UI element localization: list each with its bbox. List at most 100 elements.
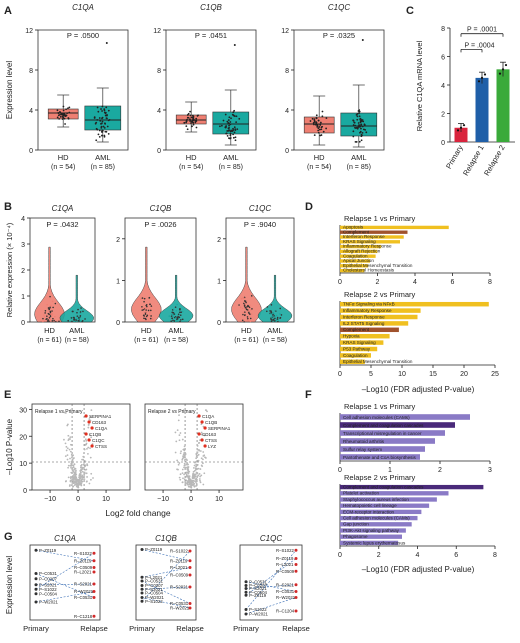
bar-2 [496, 69, 510, 142]
data-point [56, 116, 59, 119]
volcano-point [68, 485, 71, 487]
panel-a-pvalue: P = .0325 [323, 31, 355, 40]
volcano-point [199, 439, 201, 441]
data-point [243, 305, 246, 307]
data-point [54, 302, 57, 305]
volcano-point [183, 462, 186, 465]
volcano-point [70, 484, 73, 487]
panel-label-A: A [4, 5, 12, 17]
data-point [280, 314, 283, 316]
volcano-point [77, 486, 80, 489]
sig-label: P = .0001 [467, 27, 497, 34]
data-point [352, 135, 355, 138]
volcano-point [205, 409, 207, 411]
primary-point-label: P–L2021 [145, 575, 163, 580]
data-point [103, 134, 106, 137]
data-point [244, 314, 246, 316]
volcano-point [82, 455, 85, 458]
volcano-point [83, 475, 86, 477]
relapse-point-label: R–L2021 [276, 562, 294, 567]
data-point [279, 307, 282, 310]
volcano-hit-label: C1QB [205, 420, 217, 425]
x-n-label: (n = 85) [347, 164, 371, 171]
data-point [315, 117, 318, 119]
volcano-point [186, 459, 188, 462]
x-tick-label: AML [351, 153, 366, 162]
data-point [235, 115, 238, 118]
data-point [179, 311, 181, 314]
data-point [49, 315, 52, 318]
sig-label: P = .0004 [464, 42, 494, 49]
data-point [79, 312, 82, 315]
data-point [76, 315, 79, 317]
relapse-point [92, 590, 96, 593]
pair-line [245, 597, 297, 615]
gsea-r1-bar [340, 268, 365, 273]
volcano-point [90, 478, 92, 481]
data-point [178, 316, 181, 319]
kegg-r2-bar [340, 522, 412, 527]
volcano-point [199, 475, 201, 478]
y-tick-label: 4 [21, 216, 25, 223]
volcano-hit-point [84, 432, 88, 436]
volcano-point [75, 482, 78, 485]
data-point [313, 118, 316, 121]
data-point [145, 307, 147, 310]
data-point [104, 111, 107, 114]
volcano-point [188, 485, 191, 488]
data-point [356, 115, 359, 118]
volcano-point [71, 485, 74, 488]
violin-hd [34, 246, 65, 323]
data-point [103, 108, 106, 110]
primary-point [140, 599, 144, 603]
volcano-point [72, 476, 75, 479]
kegg-r1-category-label: Rheumatoid arthritis [343, 439, 385, 444]
relapse-point-label: R–C1204 [276, 609, 295, 614]
relapse-point [92, 614, 96, 618]
gsea-r1-category-label: Allograft Rejection [343, 248, 381, 253]
x-tick-label: HD [186, 153, 197, 162]
volcano-point [188, 479, 190, 481]
x-tick-label: AML [267, 326, 282, 335]
x-tick-label: 3 [488, 467, 492, 474]
panel-b-frame [124, 217, 197, 323]
volcano-point [206, 410, 208, 413]
data-point [249, 309, 252, 311]
x-tick-label: −10 [157, 496, 169, 503]
data-point [322, 130, 325, 133]
volcano-point [80, 484, 83, 487]
data-point [498, 72, 502, 75]
y-tick-label: 8 [285, 68, 289, 75]
data-point [240, 297, 243, 300]
x-tick-label: Relapse 2 [482, 144, 507, 178]
data-point [359, 121, 362, 124]
data-point [47, 312, 50, 315]
volcano-point [83, 473, 86, 476]
gsea-r1-category-label: Inflammatory Response [343, 244, 392, 249]
data-point [58, 117, 61, 120]
gsea-r1-bar [340, 230, 408, 234]
volcano-point [71, 454, 74, 457]
panel-b-pvalue: P = .0432 [46, 220, 78, 229]
volcano-point [66, 423, 69, 426]
data-point [59, 115, 62, 118]
x-n-label: (n = 58) [65, 337, 89, 344]
primary-point-label: P–C0207 [249, 583, 268, 588]
data-point [52, 306, 54, 309]
x-tick-label: Primary [129, 624, 155, 633]
data-point [248, 304, 251, 306]
relapse-point [188, 606, 192, 610]
data-point [181, 310, 184, 313]
data-point [59, 111, 61, 113]
data-point [480, 76, 484, 79]
data-point [68, 111, 71, 114]
data-point [101, 110, 103, 112]
volcano-point [175, 440, 178, 443]
x-n-label: (n = 58) [263, 337, 287, 344]
data-point [266, 306, 269, 308]
volcano-point [88, 482, 91, 485]
gsea-r2-bar [340, 308, 421, 313]
data-point [141, 306, 143, 308]
gsea-r1-category-label: Interferon Response [343, 234, 385, 239]
x-tick-label: AML [223, 153, 238, 162]
